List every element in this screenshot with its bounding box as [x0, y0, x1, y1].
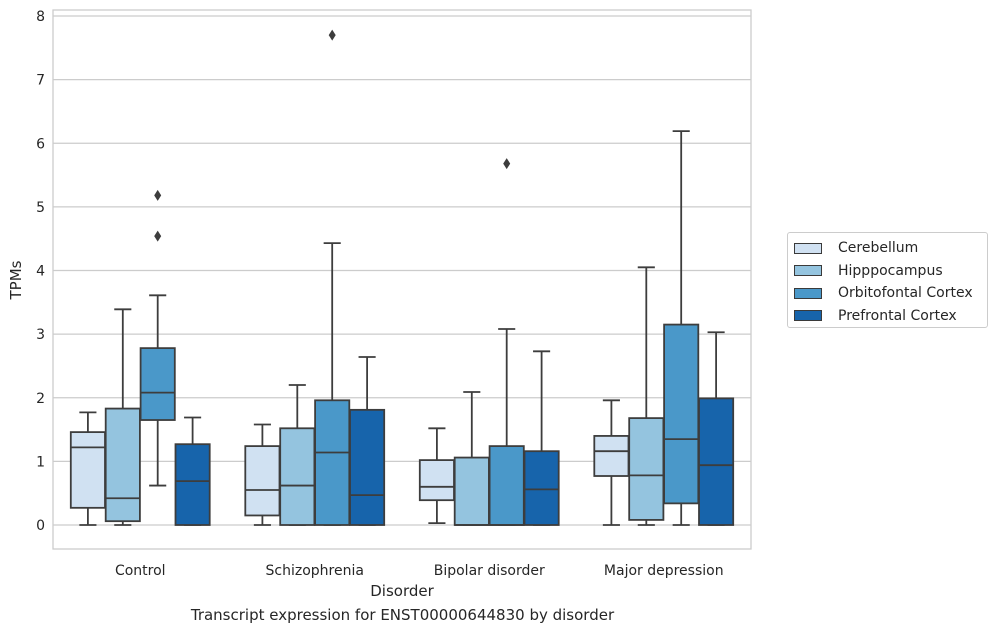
legend-label: Orbitofontal Cortex [838, 285, 973, 302]
box-body [104, 407, 141, 523]
box-0-0 [69, 411, 106, 526]
y-tick-label: 3 [36, 327, 45, 343]
legend-label: Cerebellum [838, 240, 919, 257]
box-3-0 [593, 399, 630, 526]
box-body [628, 417, 665, 521]
legend-swatch [794, 242, 822, 254]
legend-item: Prefrontal Cortex [794, 305, 987, 328]
outlier-point [328, 29, 336, 41]
legend-item: Cerebellum [794, 237, 987, 260]
box-1-1 [279, 384, 316, 526]
legend: Cerebellum Hipppocampus Orbitofontal Corte… [787, 232, 988, 328]
box-body [314, 399, 351, 526]
x-tick-label: Control [115, 563, 166, 579]
box-0-1 [104, 308, 141, 526]
box-3-2 [663, 130, 700, 526]
box-3-3 [698, 331, 735, 526]
y-tick-label: 6 [36, 136, 45, 152]
box-body [349, 408, 386, 526]
y-tick-labels: 0 1 2 3 4 5 6 7 8 [36, 9, 45, 534]
legend-item: Orbitofontal Cortex [794, 282, 987, 305]
y-tick-label: 8 [36, 9, 45, 25]
box-body [698, 397, 735, 526]
x-axis-title: Disorder [370, 582, 434, 600]
box-0-3 [174, 416, 211, 526]
outlier-point [503, 158, 511, 170]
y-axis-title: TPMs [7, 260, 25, 300]
box-2-3 [523, 350, 560, 526]
x-tick-label: Bipolar disorder [434, 563, 545, 579]
box-body [174, 443, 211, 526]
box-body [663, 323, 700, 505]
box-1-0 [244, 423, 281, 526]
y-tick-label: 0 [36, 518, 45, 534]
box-body [244, 445, 281, 517]
box-1-3 [349, 356, 386, 526]
chart-caption: Transcript expression for ENST0000064483… [190, 606, 615, 624]
x-tick-label: Major depression [604, 563, 724, 579]
box-1-2 [314, 29, 351, 526]
plot-area-frame [52, 9, 752, 550]
y-tick-label: 7 [36, 73, 45, 89]
box-2-2 [488, 158, 525, 526]
outlier-point [154, 230, 162, 242]
box-0-2 [139, 189, 176, 487]
box-body [523, 450, 560, 526]
box-body [69, 431, 106, 509]
legend-swatch [794, 287, 822, 299]
box-body [453, 456, 490, 526]
box-body [139, 347, 176, 421]
y-tick-label: 5 [36, 200, 45, 216]
y-tick-label: 1 [36, 454, 45, 470]
box-2-1 [453, 391, 490, 526]
legend-label: Hipppocampus [838, 262, 943, 279]
box-body [593, 435, 630, 477]
y-tick-label: 2 [36, 391, 45, 407]
box-body [418, 459, 455, 502]
box-body [279, 427, 316, 526]
outlier-point [154, 189, 162, 201]
y-tick-label: 4 [36, 264, 45, 280]
box-body [488, 445, 525, 526]
legend-swatch [794, 265, 822, 277]
legend-item: Hipppocampus [794, 260, 987, 283]
x-tick-label: Schizophrenia [266, 563, 364, 579]
legend-swatch [794, 310, 822, 322]
box-groups [69, 29, 735, 526]
box-2-0 [418, 427, 455, 524]
box-3-1 [628, 266, 665, 526]
legend-label: Prefrontal Cortex [838, 307, 957, 324]
x-tick-labels: Control Schizophrenia Bipolar disorder Majo… [115, 563, 724, 579]
